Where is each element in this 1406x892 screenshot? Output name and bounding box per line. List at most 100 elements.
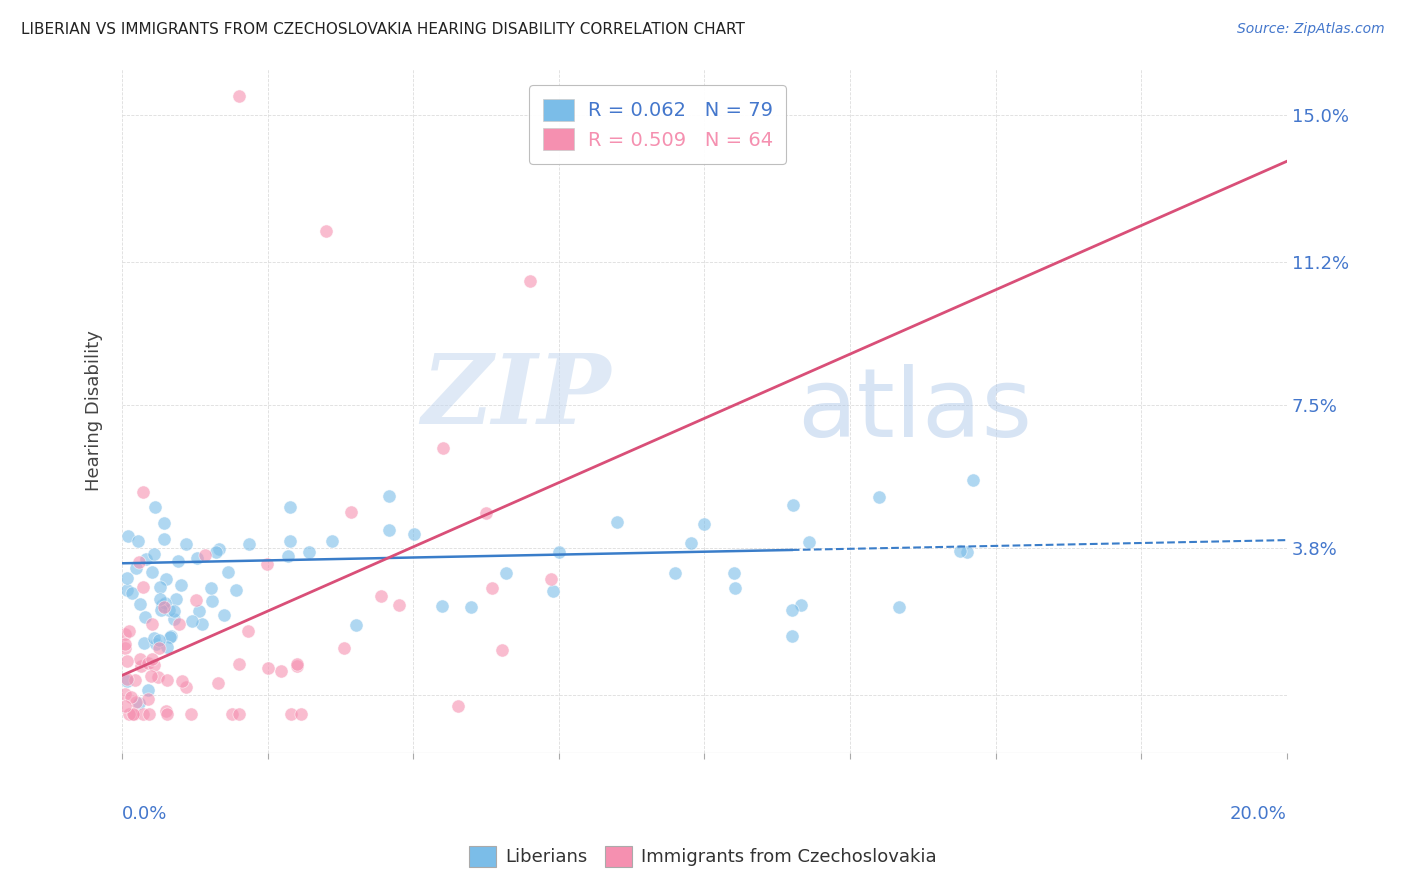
Point — [115, 571, 138, 585]
Point — [143, 632, 166, 646]
Text: atlas: atlas — [797, 364, 1033, 457]
Point — [117, 583, 139, 598]
Point — [118, 624, 141, 638]
Point — [138, 656, 160, 670]
Point — [141, 617, 163, 632]
Point — [693, 517, 716, 532]
Text: 0.0%: 0.0% — [122, 805, 167, 823]
Point — [887, 600, 910, 615]
Text: 20.0%: 20.0% — [1230, 805, 1286, 823]
Point — [121, 586, 143, 600]
Point — [180, 707, 202, 722]
Point — [157, 602, 180, 616]
Point — [153, 596, 176, 610]
Point — [238, 624, 260, 639]
Point — [205, 545, 228, 559]
Point — [132, 580, 155, 594]
Point — [115, 672, 138, 686]
Point — [474, 506, 496, 520]
Point — [124, 673, 146, 688]
Point — [344, 618, 367, 632]
Point — [432, 599, 454, 613]
Point — [519, 274, 541, 288]
Point — [540, 572, 562, 586]
Point — [134, 609, 156, 624]
Point — [495, 566, 517, 581]
Point — [278, 500, 301, 514]
Point — [188, 604, 211, 618]
Point — [387, 598, 409, 612]
Point — [290, 707, 312, 722]
Text: ZIP: ZIP — [422, 350, 612, 444]
Point — [780, 629, 803, 643]
Text: Source: ZipAtlas.com: Source: ZipAtlas.com — [1237, 22, 1385, 37]
Point — [190, 617, 212, 632]
Point — [256, 661, 278, 675]
Point — [117, 529, 139, 543]
Point — [142, 547, 165, 561]
Point — [446, 698, 468, 713]
Point — [155, 704, 177, 718]
Point — [114, 699, 136, 714]
Point — [481, 581, 503, 595]
Point — [145, 637, 167, 651]
Point — [315, 224, 337, 238]
Point — [155, 573, 177, 587]
Point — [214, 608, 236, 623]
Point — [148, 592, 170, 607]
Point — [962, 473, 984, 487]
Point — [184, 592, 207, 607]
Point — [194, 548, 217, 562]
Point — [122, 707, 145, 722]
Point — [128, 555, 150, 569]
Point — [200, 581, 222, 595]
Point — [166, 554, 188, 568]
Point — [115, 673, 138, 688]
Point — [949, 544, 972, 558]
Point — [285, 659, 308, 673]
Point — [167, 617, 190, 632]
Point — [790, 598, 813, 612]
Point — [285, 657, 308, 671]
Point — [780, 602, 803, 616]
Point — [114, 687, 136, 701]
Point — [201, 594, 224, 608]
Point — [256, 557, 278, 571]
Point — [125, 561, 148, 575]
Point — [159, 630, 181, 644]
Point — [606, 516, 628, 530]
Point — [228, 88, 250, 103]
Point — [152, 599, 174, 614]
Point — [547, 545, 569, 559]
Point — [782, 498, 804, 512]
Point — [679, 536, 702, 550]
Point — [170, 578, 193, 592]
Point — [148, 671, 170, 685]
Legend: Liberians, Immigrants from Czechoslovakia: Liberians, Immigrants from Czechoslovaki… — [461, 838, 945, 874]
Point — [153, 532, 176, 546]
Point — [238, 537, 260, 551]
Point — [163, 603, 186, 617]
Point — [120, 690, 142, 705]
Point — [142, 657, 165, 672]
Point — [432, 441, 454, 455]
Point — [228, 707, 250, 722]
Point — [186, 551, 208, 566]
Point — [491, 643, 513, 657]
Point — [277, 549, 299, 563]
Point — [868, 490, 890, 504]
Point — [129, 597, 152, 611]
Point — [664, 566, 686, 580]
Point — [139, 669, 162, 683]
Point — [148, 632, 170, 647]
Point — [138, 707, 160, 722]
Point — [221, 707, 243, 722]
Point — [174, 536, 197, 550]
Point — [114, 640, 136, 655]
Point — [174, 680, 197, 694]
Point — [181, 614, 204, 628]
Point — [156, 673, 179, 687]
Point — [723, 566, 745, 581]
Point — [460, 599, 482, 614]
Point — [170, 674, 193, 689]
